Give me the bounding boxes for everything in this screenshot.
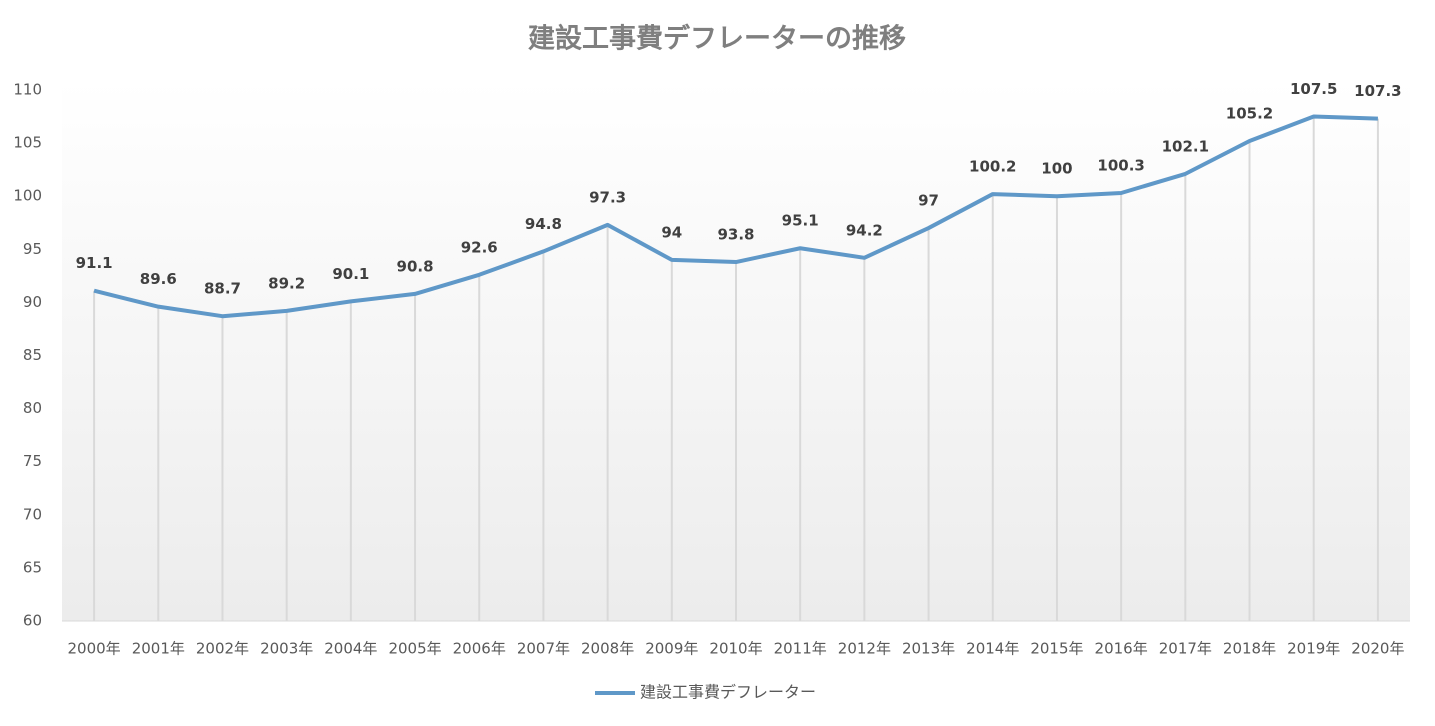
x-tick-label: 2010年: [709, 640, 762, 658]
y-tick-label: 105: [13, 134, 42, 152]
y-tick-label: 60: [23, 612, 42, 630]
x-tick-label: 2012年: [838, 640, 891, 658]
data-label: 97.3: [589, 188, 626, 206]
chart-title: 建設工事費デフレーターの推移: [528, 23, 906, 55]
data-label: 94.8: [525, 215, 562, 233]
data-label: 89.6: [140, 270, 177, 288]
data-label: 88.7: [204, 280, 241, 298]
y-tick-label: 90: [23, 293, 42, 311]
data-label: 90.8: [397, 257, 434, 275]
data-label: 92.6: [461, 238, 498, 256]
data-label: 91.1: [76, 254, 113, 272]
data-label: 89.2: [268, 274, 305, 292]
y-tick-label: 75: [23, 452, 42, 470]
data-label: 90.1: [332, 265, 369, 283]
x-tick-label: 2014年: [966, 640, 1019, 658]
y-tick-label: 95: [23, 240, 42, 258]
data-label: 95.1: [782, 212, 819, 230]
data-label: 107.5: [1290, 80, 1337, 98]
y-tick-label: 100: [13, 187, 42, 205]
x-tick-label: 2006年: [453, 640, 506, 658]
x-tick-label: 2001年: [132, 640, 185, 658]
x-tick-label: 2013年: [902, 640, 955, 658]
y-tick-label: 80: [23, 399, 42, 417]
x-tick-label: 2000年: [68, 640, 121, 658]
x-tick-label: 2009年: [645, 640, 698, 658]
legend-label: 建設工事費デフレーター: [640, 683, 816, 702]
x-tick-label: 2011年: [774, 640, 827, 658]
data-label: 94: [661, 223, 682, 241]
y-tick-label: 110: [13, 81, 42, 99]
data-label: 100.3: [1097, 157, 1144, 175]
x-tick-label: 2018年: [1223, 640, 1276, 658]
data-label: 102.1: [1162, 137, 1209, 155]
x-tick-label: 2005年: [388, 640, 441, 658]
data-label: 94.2: [846, 221, 883, 239]
y-tick-label: 70: [23, 505, 42, 523]
x-tick-label: 2003年: [260, 640, 313, 658]
y-tick-label: 65: [23, 558, 42, 576]
x-tick-label: 2019年: [1287, 640, 1340, 658]
data-label: 107.3: [1354, 82, 1401, 100]
data-label: 100.2: [969, 158, 1016, 176]
x-tick-label: 2015年: [1030, 640, 1083, 658]
x-tick-label: 2017年: [1159, 640, 1212, 658]
data-label: 105.2: [1226, 104, 1273, 122]
x-tick-label: 2004年: [324, 640, 377, 658]
series-line: [93, 114, 1378, 319]
data-label: 97: [918, 192, 939, 210]
x-tick-label: 2020年: [1351, 640, 1404, 658]
y-tick-label: 85: [23, 346, 42, 364]
x-tick-label: 2002年: [196, 640, 249, 658]
x-tick-label: 2007年: [517, 640, 570, 658]
data-label: 93.8: [717, 226, 754, 244]
x-tick-label: 2016年: [1095, 640, 1148, 658]
data-label: 100: [1041, 160, 1072, 178]
x-tick-label: 2008年: [581, 640, 634, 658]
